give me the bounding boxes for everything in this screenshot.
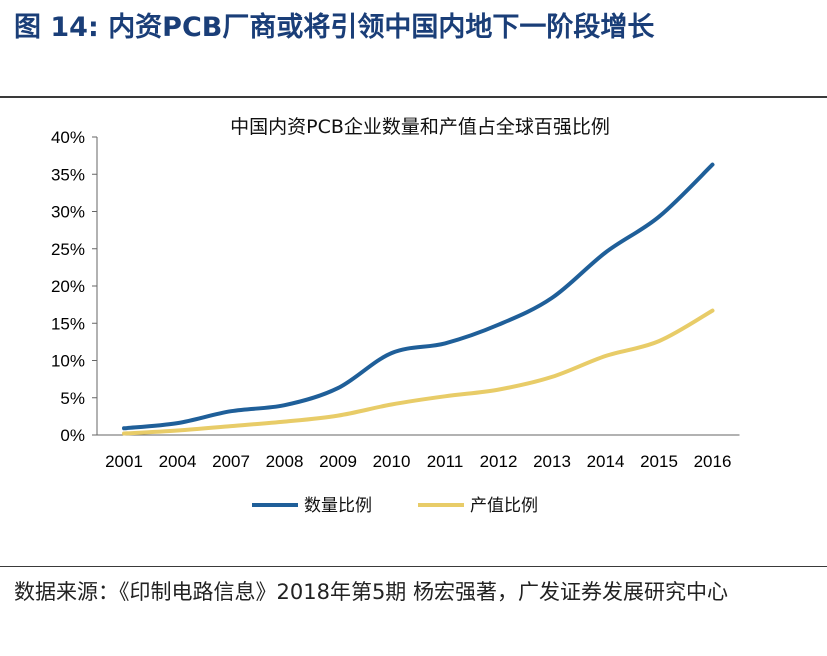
bottom-divider [0,566,827,567]
x-tick-label: 2001 [105,452,143,471]
x-tick-label: 2013 [533,452,571,471]
series-line [122,162,715,431]
x-tick-label: 2014 [587,452,625,471]
figure-title: 图 14: 内资PCB厂商或将引领中国内地下一阶段增长 [14,6,814,49]
y-tick-label: 5% [60,389,85,408]
legend-label: 数量比例 [304,496,372,516]
figure-label: 图 14: [14,12,99,43]
x-tick-label: 2015 [640,452,678,471]
x-tick-label: 2010 [373,452,411,471]
legend-label: 产值比例 [470,496,538,516]
series-line [122,308,715,436]
x-tick-label: 2016 [694,452,732,471]
y-tick-label: 0% [60,426,85,445]
x-tick-label: 2012 [480,452,518,471]
y-tick-label: 35% [51,165,85,184]
y-tick-label: 10% [51,352,85,371]
y-tick-label: 25% [51,240,85,259]
x-tick-label: 2008 [266,452,304,471]
figure-title-text: 内资PCB厂商或将引领中国内地下一阶段增长 [108,12,655,43]
chart-title: 中国内资PCB企业数量和产值占全球百强比例 [230,116,610,138]
x-tick-label: 2007 [212,452,250,471]
top-divider [0,96,827,98]
line-chart: 中国内资PCB企业数量和产值占全球百强比例 0% 5% 10% 15% 20% 25% 30… [51,116,740,516]
x-tick-label: 2011 [427,452,464,471]
source-note: 数据来源：《印制电路信息》2018年第5期 杨宏强著，广发证券发展研究中心 [14,580,728,604]
x-tick-label: 2009 [319,452,357,471]
y-tick-label: 20% [51,277,85,296]
y-tick-label: 30% [51,203,85,222]
y-tick-label: 40% [51,128,85,147]
y-tick-label: 15% [51,314,85,333]
x-tick-label: 2004 [159,452,197,471]
